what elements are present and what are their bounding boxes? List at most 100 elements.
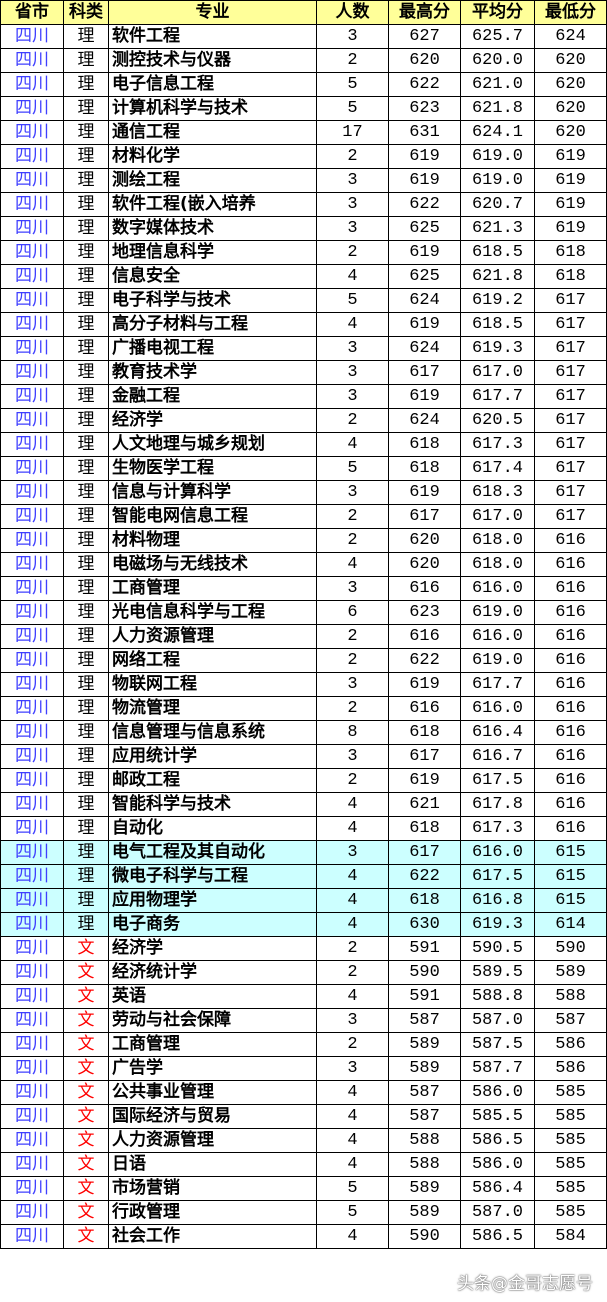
table-row: 四川理人力资源管理 2 616 616.0 616 — [0, 624, 607, 649]
max-score-cell: 625 — [388, 216, 461, 241]
category-cell: 理 — [63, 48, 109, 73]
province-cell: 四川 — [0, 624, 64, 649]
category-cell: 理 — [63, 672, 109, 697]
max-score-cell: 618 — [388, 456, 461, 481]
province-cell: 四川 — [0, 192, 64, 217]
min-score-cell: 617 — [534, 456, 607, 481]
major-cell: 数字媒体技术 — [108, 216, 317, 241]
count-cell: 3 — [316, 576, 389, 601]
count-cell: 4 — [316, 1104, 389, 1129]
max-score-cell: 625 — [388, 264, 461, 289]
min-score-cell: 586 — [534, 1056, 607, 1081]
province-cell: 四川 — [0, 72, 64, 97]
table-row: 四川理金融工程 3 619 617.7 617 — [0, 384, 607, 409]
count-cell: 3 — [316, 480, 389, 505]
count-cell: 4 — [316, 1080, 389, 1105]
province-cell: 四川 — [0, 648, 64, 673]
avg-score-cell: 617.0 — [460, 360, 535, 385]
table-row: 四川文公共事业管理 4 587 586.0 585 — [0, 1080, 607, 1105]
count-cell: 2 — [316, 1032, 389, 1057]
avg-score-cell: 616.7 — [460, 744, 535, 769]
major-cell: 行政管理 — [108, 1200, 317, 1225]
min-score-cell: 585 — [534, 1152, 607, 1177]
admission-score-table: 省市 科类 专业 人数 最高分 平均分 最低分 四川理软件工程 3 627 625.7… — [0, 0, 607, 1249]
major-cell: 电子信息工程 — [108, 72, 317, 97]
table-row: 四川理材料物理 2 620 618.0 616 — [0, 528, 607, 553]
table-row: 四川理数字媒体技术 3 625 621.3 619 — [0, 216, 607, 241]
major-cell: 材料物理 — [108, 528, 317, 553]
category-cell: 理 — [63, 432, 109, 457]
major-cell: 广告学 — [108, 1056, 317, 1081]
avg-score-cell: 616.0 — [460, 840, 535, 865]
major-cell: 经济学 — [108, 936, 317, 961]
table-row: 四川理通信工程 17 631 624.1 620 — [0, 120, 607, 145]
table-row: 四川理广播电视工程 3 624 619.3 617 — [0, 336, 607, 361]
category-cell: 理 — [63, 528, 109, 553]
category-cell: 理 — [63, 144, 109, 169]
category-cell: 文 — [63, 1104, 109, 1129]
avg-score-cell: 587.0 — [460, 1200, 535, 1225]
major-cell: 英语 — [108, 984, 317, 1009]
min-score-cell: 616 — [534, 600, 607, 625]
province-cell: 四川 — [0, 528, 64, 553]
min-score-cell: 617 — [534, 432, 607, 457]
category-cell: 理 — [63, 552, 109, 577]
avg-score-cell: 621.8 — [460, 96, 535, 121]
major-cell: 计算机科学与技术 — [108, 96, 317, 121]
table-row: 四川理测绘工程 3 619 619.0 619 — [0, 168, 607, 193]
header-row: 省市 科类 专业 人数 最高分 平均分 最低分 — [0, 0, 607, 25]
max-score-cell: 616 — [388, 624, 461, 649]
major-cell: 材料化学 — [108, 144, 317, 169]
count-cell: 4 — [316, 1152, 389, 1177]
major-cell: 智能电网信息工程 — [108, 504, 317, 529]
category-cell: 文 — [63, 1128, 109, 1153]
max-score-cell: 618 — [388, 432, 461, 457]
count-cell: 3 — [316, 384, 389, 409]
major-cell: 日语 — [108, 1152, 317, 1177]
table-row: 四川文英语 4 591 588.8 588 — [0, 984, 607, 1009]
category-cell: 文 — [63, 1080, 109, 1105]
avg-score-cell: 618.0 — [460, 528, 535, 553]
min-score-cell: 617 — [534, 408, 607, 433]
category-cell: 理 — [63, 720, 109, 745]
major-cell: 经济学 — [108, 408, 317, 433]
min-score-cell: 620 — [534, 48, 607, 73]
max-score-cell: 619 — [388, 144, 461, 169]
min-score-cell: 620 — [534, 72, 607, 97]
min-score-cell: 615 — [534, 888, 607, 913]
major-cell: 测控技术与仪器 — [108, 48, 317, 73]
category-cell: 理 — [63, 312, 109, 337]
count-cell: 2 — [316, 936, 389, 961]
table-row: 四川理材料化学 2 619 619.0 619 — [0, 144, 607, 169]
major-cell: 网络工程 — [108, 648, 317, 673]
count-cell: 4 — [316, 1128, 389, 1153]
avg-score-cell: 586.0 — [460, 1152, 535, 1177]
max-score-cell: 624 — [388, 336, 461, 361]
major-cell: 人力资源管理 — [108, 1128, 317, 1153]
avg-score-cell: 624.1 — [460, 120, 535, 145]
min-score-cell: 616 — [534, 672, 607, 697]
max-score-cell: 591 — [388, 936, 461, 961]
count-cell: 3 — [316, 1008, 389, 1033]
province-cell: 四川 — [0, 552, 64, 577]
header-avg-score: 平均分 — [460, 0, 535, 25]
category-cell: 理 — [63, 744, 109, 769]
category-cell: 文 — [63, 984, 109, 1009]
count-cell: 2 — [316, 960, 389, 985]
count-cell: 4 — [316, 816, 389, 841]
min-score-cell: 615 — [534, 864, 607, 889]
avg-score-cell: 616.0 — [460, 624, 535, 649]
category-cell: 理 — [63, 624, 109, 649]
major-cell: 测绘工程 — [108, 168, 317, 193]
category-cell: 理 — [63, 408, 109, 433]
major-cell: 工商管理 — [108, 576, 317, 601]
header-category: 科类 — [63, 0, 109, 25]
province-cell: 四川 — [0, 288, 64, 313]
major-cell: 电磁场与无线技术 — [108, 552, 317, 577]
table-row: 四川理物流管理 2 616 616.0 616 — [0, 696, 607, 721]
min-score-cell: 618 — [534, 240, 607, 265]
count-cell: 2 — [316, 144, 389, 169]
count-cell: 2 — [316, 648, 389, 673]
max-score-cell: 617 — [388, 744, 461, 769]
avg-score-cell: 590.5 — [460, 936, 535, 961]
